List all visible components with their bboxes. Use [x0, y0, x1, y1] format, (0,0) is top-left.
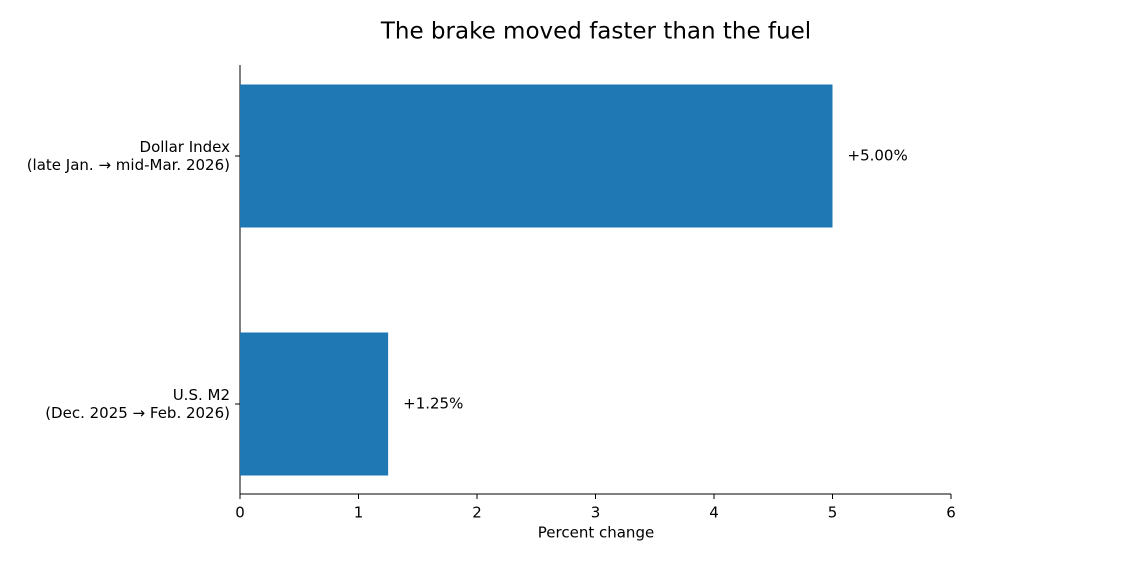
y-tick-label-line: (Dec. 2025 → Feb. 2026) [45, 404, 230, 422]
bar [240, 84, 833, 228]
x-tick-label: 6 [946, 504, 956, 522]
y-tick-label-line: U.S. M2 [173, 386, 230, 404]
x-tick-label: 2 [472, 504, 482, 522]
x-tick-label: 4 [709, 504, 719, 522]
x-tick-label: 0 [235, 504, 245, 522]
x-tick-label: 5 [828, 504, 838, 522]
value-label: +1.25% [403, 395, 463, 413]
x-tick-label: 3 [591, 504, 601, 522]
y-tick-label: Dollar Index (late Jan. → mid-Mar. 2026) [27, 138, 230, 174]
value-label: +5.00% [848, 147, 908, 165]
y-tick-label-line: (late Jan. → mid-Mar. 2026) [27, 156, 230, 174]
y-tick-label-line: Dollar Index [140, 138, 231, 156]
y-tick-label: U.S. M2 (Dec. 2025 → Feb. 2026) [45, 386, 230, 422]
x-axis-label: Percent change [538, 524, 654, 542]
x-tick-label: 1 [354, 504, 364, 522]
chart-title: The brake moved faster than the fuel [380, 19, 811, 45]
bar [240, 332, 389, 476]
